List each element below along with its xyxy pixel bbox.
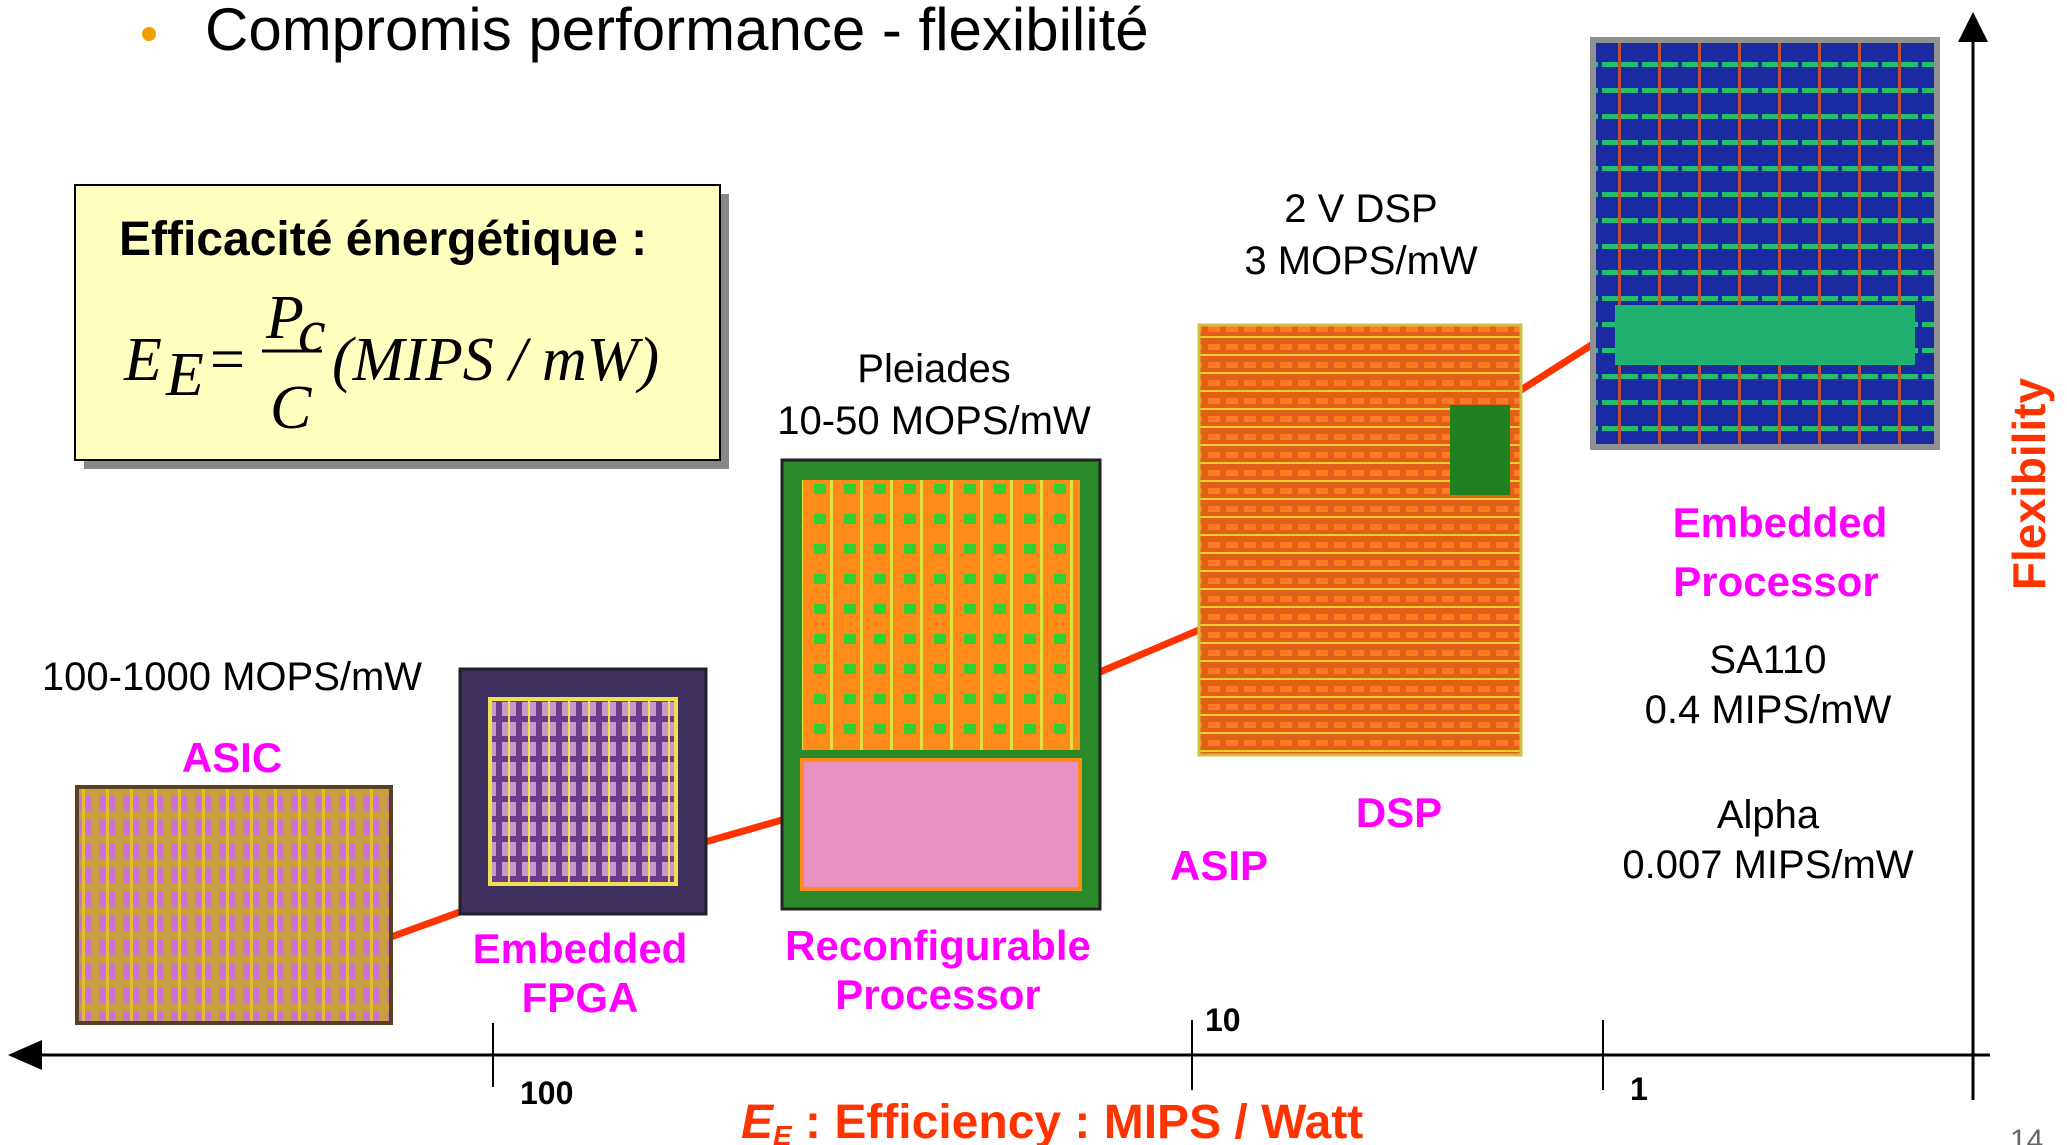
- formula-numerator-sub: c: [298, 298, 326, 366]
- processor-spec: SA110: [1709, 638, 1826, 682]
- fpga-name: FPGA: [522, 974, 639, 1021]
- x-label: : Efficiency : MIPS / Watt: [805, 1096, 1363, 1145]
- processor-block: [1615, 305, 1915, 365]
- dsp-block: [1450, 405, 1510, 495]
- pleiades-memory: [802, 760, 1080, 889]
- formula-equals: =: [206, 326, 248, 394]
- asic-name: ASIC: [182, 734, 282, 781]
- formula-lhs: E: [123, 326, 162, 394]
- dsp-chip: [1199, 325, 1521, 755]
- asic-spec: 100-1000 MOPS/mW: [42, 655, 422, 699]
- x-label-symbol: E: [741, 1096, 775, 1145]
- page: Compromis performance - flexibilité Effi…: [0, 0, 2067, 1145]
- pleiades-core: [802, 480, 1080, 750]
- formula-lhs-sub: E: [165, 341, 204, 409]
- pleiades-spec: 10-50 MOPS/mW: [777, 399, 1091, 443]
- pleiades-spec: Pleiades: [857, 347, 1010, 391]
- bullet-dot: [142, 27, 156, 41]
- formula-title: Efficacité énergétique :: [119, 213, 647, 266]
- y-label: Flexibility: [2003, 378, 2055, 591]
- formula-denominator: C: [270, 374, 312, 442]
- dsp-spec: 3 MOPS/mW: [1244, 239, 1478, 283]
- processor-chip: [1593, 40, 1937, 447]
- tick-label: 100: [520, 1075, 573, 1111]
- bullet-title: Compromis performance - flexibilité: [205, 0, 1149, 63]
- page-number: 14: [2010, 1124, 2043, 1145]
- fpga-core: [490, 699, 676, 884]
- tick-label: 10: [1205, 1002, 1241, 1038]
- formula-unit: (MIPS / mW): [332, 326, 659, 394]
- x-label-sub: E: [773, 1120, 793, 1145]
- fpga-name: Embedded: [473, 925, 688, 972]
- x-axis-arrow: [8, 1040, 42, 1070]
- asip-name: ASIP: [1170, 842, 1268, 889]
- processor-name: Embedded: [1673, 499, 1888, 546]
- processor-spec: 0.007 MIPS/mW: [1622, 843, 1913, 887]
- reconfig-name: Reconfigurable: [785, 922, 1091, 969]
- slide: Compromis performance - flexibilité Effi…: [0, 0, 2067, 1145]
- processor-spec: Alpha: [1717, 793, 1820, 837]
- dsp-name: DSP: [1356, 789, 1442, 836]
- y-axis-arrow: [1958, 12, 1988, 42]
- tick-label: 1: [1630, 1071, 1648, 1107]
- processor-name: Processor: [1673, 558, 1878, 605]
- reconfig-name: Processor: [835, 971, 1040, 1018]
- dsp-spec: 2 V DSP: [1284, 187, 1437, 231]
- processor-spec: 0.4 MIPS/mW: [1645, 688, 1892, 732]
- asic-chip: [77, 787, 391, 1023]
